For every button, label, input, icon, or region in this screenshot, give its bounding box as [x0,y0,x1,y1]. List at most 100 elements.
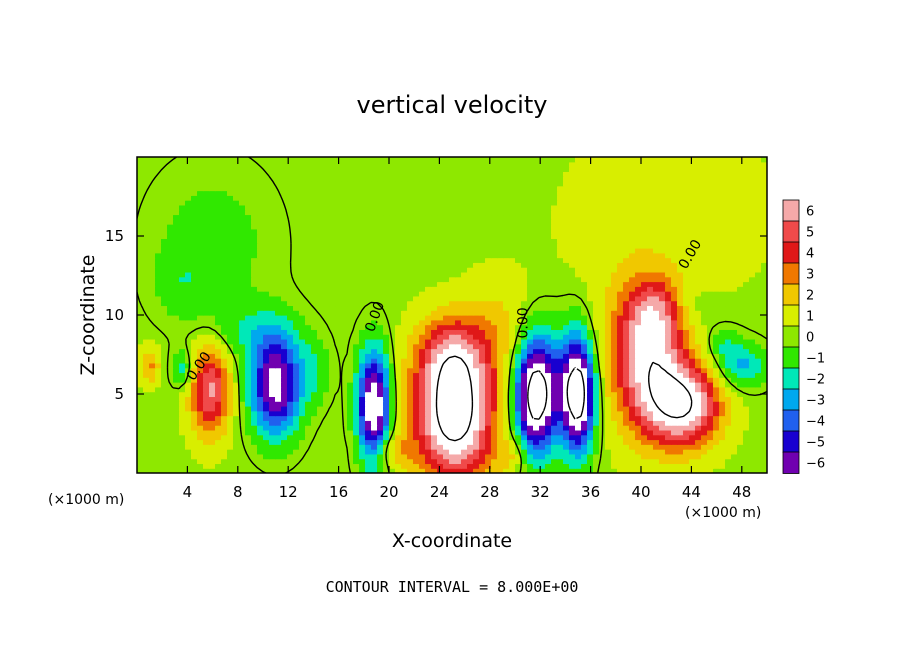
field-cell [371,281,378,287]
field-cell [413,386,420,393]
field-cell [371,458,378,465]
field-cell [329,271,336,278]
field-cell [617,343,624,350]
field-cell [563,338,570,345]
field-cell [623,405,630,412]
field-cell [503,444,510,450]
field-cell [251,252,258,259]
field-cell [485,267,492,273]
field-cell [563,247,570,254]
field-cell [467,247,474,254]
field-cell [707,463,714,469]
field-cell [569,415,576,421]
field-cell [707,401,714,407]
field-cell [353,358,360,364]
field-cell [527,453,534,460]
field-cell [695,286,702,292]
field-cell [473,300,480,307]
field-cell [203,338,210,345]
field-cell [689,415,696,421]
field-cell [737,257,744,263]
field-cell [341,286,348,292]
field-cell [497,315,504,321]
field-cell [377,367,384,374]
field-cell [725,444,732,450]
field-cell [251,329,258,335]
field-cell [185,401,192,407]
field-cell [299,358,306,364]
field-cell [449,247,456,254]
field-cell [545,295,552,302]
field-cell [281,362,288,369]
field-cell [623,319,630,326]
field-cell [443,324,450,330]
field-cell [167,401,174,407]
field-cell [533,429,540,436]
field-cell [161,434,168,441]
field-cell [335,276,342,283]
field-cell [659,377,666,383]
field-cell [353,439,360,445]
field-cell [491,434,498,441]
field-cell [755,468,762,473]
field-cell [455,453,462,460]
field-cell [215,267,222,273]
field-cell [221,405,228,412]
field-cell [293,382,300,388]
field-cell [689,358,696,364]
field-cell [323,243,330,249]
field-cell [515,396,522,402]
field-cell [755,372,762,378]
field-cell [185,377,192,383]
field-cell [239,449,246,455]
field-cell [437,382,444,388]
field-cell [365,252,372,259]
field-cell [299,319,306,326]
field-cell [689,271,696,278]
field-cell [251,315,258,321]
field-cell [287,386,294,393]
field-cell [533,386,540,393]
field-cell [203,343,210,350]
field-cell [161,319,168,326]
field-cell [515,276,522,283]
field-cell [251,367,258,374]
field-cell [449,377,456,383]
field-cell [641,305,648,311]
field-cell [503,410,510,417]
field-cell [311,334,318,340]
field-cell [149,401,156,407]
field-cell [581,343,588,350]
field-cell [443,463,450,469]
field-cell [569,386,576,393]
field-cell [737,453,744,460]
field-cell [503,362,510,369]
field-cell [203,300,210,307]
field-cell [455,243,462,249]
field-cell [287,463,294,469]
field-cell [335,319,342,326]
field-cell [563,410,570,417]
field-cell [215,367,222,374]
field-cell [677,310,684,316]
field-cell [287,295,294,302]
field-cell [593,329,600,335]
field-cell [365,243,372,249]
field-cell [485,243,492,249]
field-cell [365,257,372,263]
field-cell [743,444,750,450]
field-cell [281,243,288,249]
field-cell [593,439,600,445]
field-cell [605,358,612,364]
field-cell [449,262,456,268]
field-cell [377,401,384,407]
field-cell [545,439,552,445]
field-cell [173,348,180,354]
field-cell [617,396,624,402]
field-cell [293,396,300,402]
field-cell [299,338,306,345]
field-cell [485,291,492,297]
field-cell [443,262,450,268]
field-cell [323,267,330,273]
field-cell [569,262,576,268]
